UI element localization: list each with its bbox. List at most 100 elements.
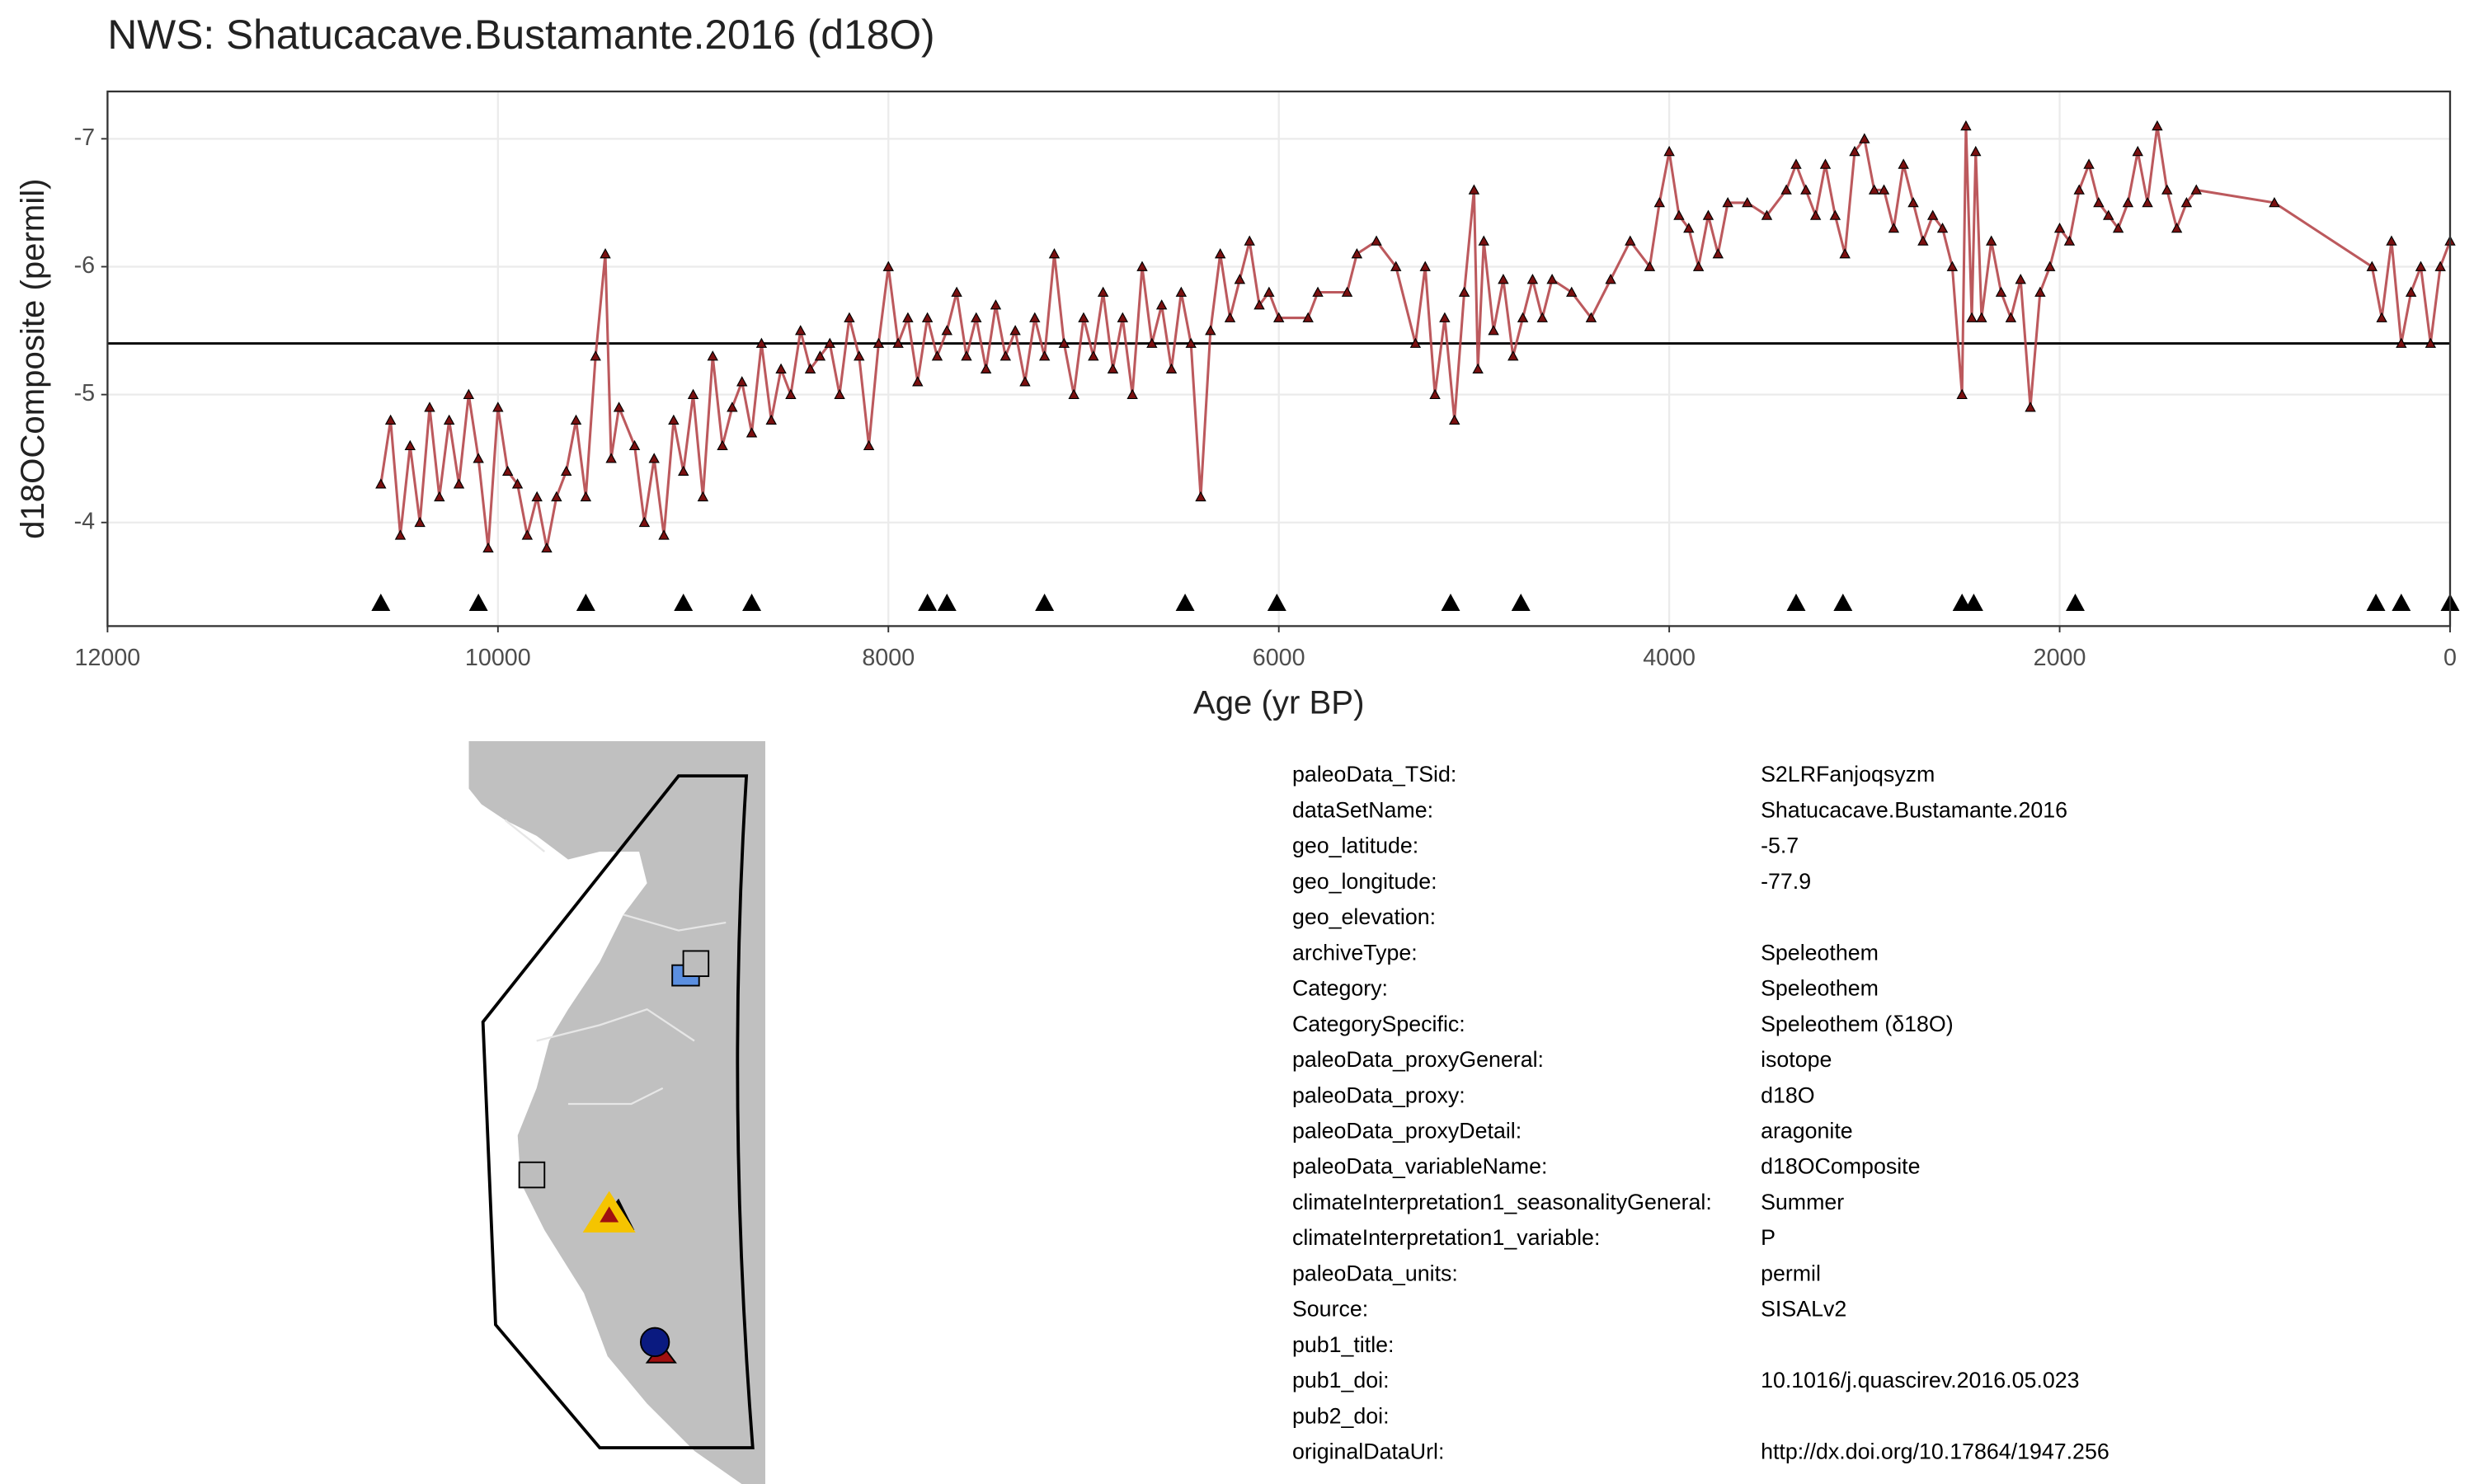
data-point: [1507, 350, 1519, 361]
control-point: [1175, 594, 1195, 612]
data-point: [2425, 337, 2437, 348]
data-point: [745, 427, 758, 438]
data-point: [1009, 325, 1021, 336]
data-point: [1829, 209, 1841, 220]
control-point: [937, 594, 957, 612]
data-point: [1722, 196, 1733, 208]
data-point: [1663, 145, 1675, 157]
x-tick-label: 12000: [75, 645, 141, 671]
metadata-value: -77.9: [1761, 869, 1811, 894]
data-point: [473, 453, 484, 463]
data-point: [551, 491, 562, 502]
data-point: [453, 478, 465, 489]
metadata-key: climateInterpretation1_seasonalityGenera…: [1292, 1190, 1712, 1214]
metadata-key: originalDataUrl:: [1292, 1439, 1444, 1464]
data-point: [492, 402, 504, 412]
data-point: [999, 350, 1011, 361]
y-tick-label: -6: [74, 252, 96, 279]
metadata-key: paleoData_TSid:: [1292, 762, 1456, 787]
data-point: [2366, 261, 2378, 271]
data-point: [1058, 337, 1070, 348]
metadata-key: pub2_doi:: [1292, 1403, 1390, 1428]
data-point: [580, 491, 592, 502]
data-point: [1195, 491, 1206, 502]
control-point: [1441, 594, 1460, 612]
data-point: [463, 388, 475, 399]
data-point: [1234, 274, 1246, 284]
control-point: [576, 594, 595, 612]
data-point: [1458, 286, 1470, 297]
data-point: [687, 388, 699, 399]
data-point: [1849, 145, 1860, 157]
control-point: [1786, 594, 1806, 612]
data-point: [511, 478, 524, 489]
data-point: [2044, 261, 2056, 271]
data-point: [2103, 209, 2114, 220]
data-point: [1809, 209, 1822, 220]
data-point: [1966, 312, 1978, 322]
data-point: [648, 453, 660, 463]
control-point: [2366, 594, 2386, 612]
data-point: [2152, 120, 2163, 131]
data-point: [1936, 223, 1949, 233]
metadata-key: paleoData_proxyDetail:: [1292, 1119, 1522, 1144]
data-point: [1956, 388, 1968, 399]
data-point: [560, 465, 572, 477]
x-tick-label: 4000: [1643, 645, 1696, 671]
data-point: [1409, 337, 1422, 348]
data-point: [775, 363, 787, 373]
data-point: [1868, 184, 1880, 195]
data-point: [882, 261, 894, 271]
data-point: [2269, 196, 2280, 208]
data-point: [2053, 223, 2066, 233]
y-tick-label: -7: [74, 124, 96, 151]
data-point: [1907, 196, 1919, 208]
data-point: [1653, 196, 1665, 208]
data-point: [697, 491, 709, 502]
data-point: [668, 414, 680, 425]
metadata-key: CategorySpecific:: [1292, 1012, 1465, 1036]
data-point: [424, 402, 435, 412]
data-point: [834, 388, 845, 399]
data-point: [1078, 312, 1089, 322]
data-point: [375, 478, 387, 489]
data-point: [980, 363, 992, 373]
control-point: [2066, 594, 2085, 612]
data-point: [902, 312, 914, 322]
data-point: [1683, 223, 1695, 233]
metadata-value: P: [1761, 1225, 1776, 1250]
data-point: [1185, 337, 1197, 348]
data-point: [1263, 286, 1275, 297]
x-tick-label: 10000: [465, 645, 531, 671]
metadata-value: d18O: [1761, 1082, 1814, 1107]
control-point: [1035, 594, 1055, 612]
metadata-key: paleoData_proxyGeneral:: [1292, 1047, 1544, 1072]
control-point: [1267, 594, 1286, 612]
data-point: [1985, 235, 1997, 246]
data-point: [678, 465, 689, 477]
data-point: [2005, 312, 2017, 322]
site-marker: [600, 1206, 619, 1223]
x-tick-label: 2000: [2034, 645, 2086, 671]
data-point: [2122, 196, 2134, 208]
data-point: [1019, 376, 1031, 387]
metadata-value: isotope: [1761, 1047, 1832, 1072]
data-point: [1439, 312, 1451, 322]
site-marker: [639, 1327, 670, 1358]
data-point: [384, 414, 397, 425]
data-point: [414, 516, 426, 528]
data-point: [1712, 248, 1724, 259]
data-point: [1692, 261, 1705, 271]
y-axis-label: d18OComposite (permil): [14, 178, 51, 538]
metadata-key: pub1_title:: [1292, 1332, 1395, 1357]
data-point: [1351, 248, 1363, 259]
data-point: [990, 299, 1002, 310]
data-point: [717, 439, 728, 451]
map: [468, 741, 766, 1484]
data-point: [1976, 312, 1987, 322]
data-point: [1702, 209, 1714, 220]
data-point: [863, 439, 875, 451]
data-point: [1859, 133, 1870, 143]
data-point: [941, 325, 952, 336]
